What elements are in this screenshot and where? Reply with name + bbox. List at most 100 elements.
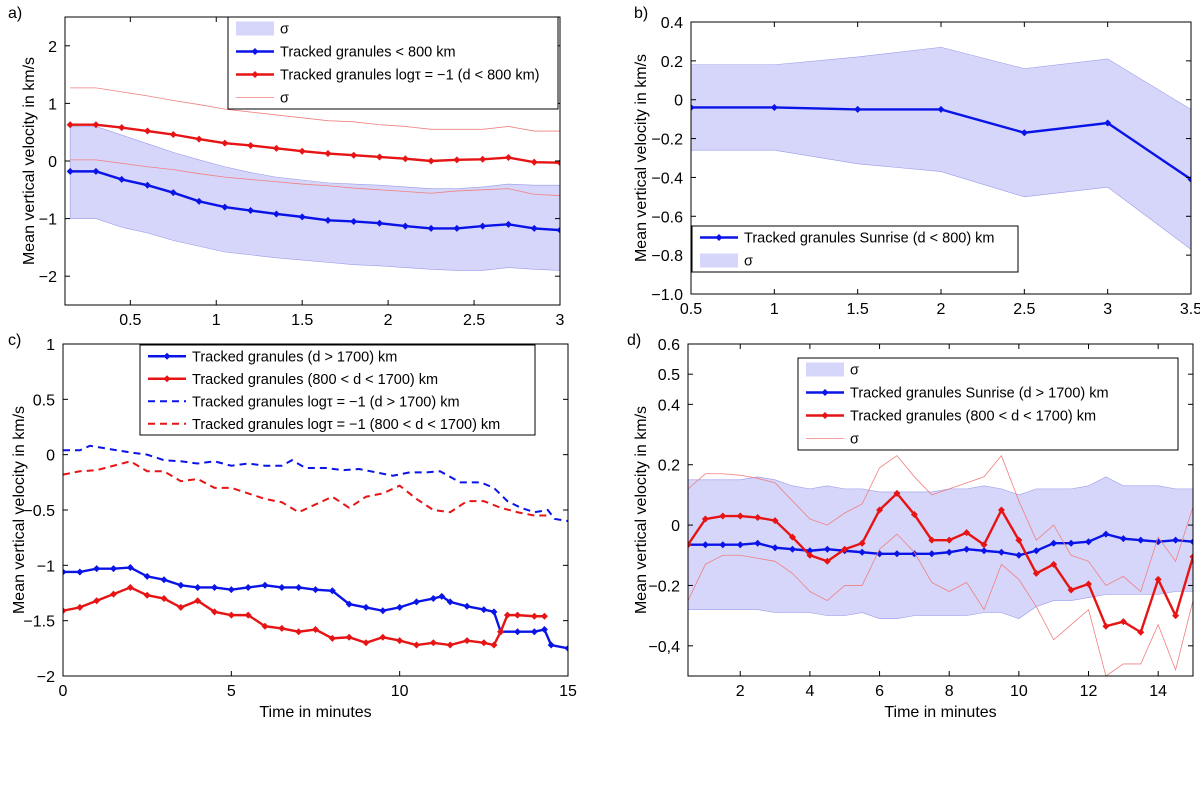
legend-marker bbox=[163, 352, 171, 360]
data-point bbox=[490, 641, 498, 649]
series-line bbox=[63, 586, 545, 647]
series-line bbox=[688, 532, 1193, 557]
legend: σ Tracked granules < 800 km Tracked granul… bbox=[227, 16, 559, 110]
data-point bbox=[278, 624, 286, 632]
legend-entry: Tracked granules logτ = −1 (d > 1700) km bbox=[192, 394, 460, 410]
data-point bbox=[413, 598, 420, 606]
data-point bbox=[144, 181, 151, 189]
data-point bbox=[1137, 536, 1145, 544]
legend-marker bbox=[821, 412, 829, 419]
data-point bbox=[945, 548, 953, 556]
x-tick-label: 4 bbox=[805, 683, 814, 700]
data-point bbox=[453, 156, 461, 164]
legend: Tracked granules (d > 1700) km Tracked gr… bbox=[139, 344, 536, 436]
x-tick-label: 2 bbox=[384, 312, 393, 329]
legend-entry: Tracked granules (d > 1700) km bbox=[192, 349, 397, 365]
data-point bbox=[312, 626, 319, 634]
legend-box bbox=[227, 16, 559, 110]
x-tick-label: 10 bbox=[391, 683, 409, 700]
y-tick-label: 0 bbox=[46, 448, 55, 465]
x-tick-label: 3.5 bbox=[1180, 301, 1200, 318]
data-point bbox=[754, 514, 762, 522]
data-point bbox=[514, 628, 521, 636]
data-point bbox=[480, 639, 488, 647]
data-point bbox=[92, 121, 100, 129]
data-point bbox=[564, 644, 568, 652]
data-point bbox=[771, 517, 779, 525]
x-tick-label: 0 bbox=[59, 683, 68, 700]
data-point bbox=[754, 539, 762, 547]
data-point bbox=[295, 583, 303, 591]
x-tick-label: 14 bbox=[1149, 683, 1167, 700]
data-point bbox=[272, 144, 280, 152]
plot-area bbox=[66, 87, 560, 271]
data-point bbox=[893, 489, 901, 497]
data-point bbox=[350, 151, 358, 159]
y-axis-label: Mean vertical velocity in km/s bbox=[11, 406, 28, 614]
data-point bbox=[66, 167, 74, 175]
data-point bbox=[227, 611, 235, 619]
data-point bbox=[396, 637, 404, 645]
x-tick-label: 0.5 bbox=[680, 301, 702, 318]
data-point bbox=[298, 147, 306, 155]
data-point bbox=[1172, 536, 1180, 544]
panel-c: 0 5 10 15 −2 −1.5 −1 −0.5 0 0.5 1 c) Mean vertical v… bbox=[8, 332, 577, 721]
data-point bbox=[540, 612, 548, 620]
series-line bbox=[70, 123, 560, 164]
y-axis-label: Mean vertical velocity in km/s bbox=[633, 54, 650, 262]
data-point bbox=[736, 512, 744, 520]
data-point bbox=[770, 103, 778, 111]
data-point bbox=[1085, 580, 1093, 588]
legend-entry: Tracked granules (800 < d < 1700) km bbox=[192, 372, 438, 388]
data-point bbox=[195, 135, 203, 143]
data-point bbox=[945, 536, 953, 544]
y-tick-label: 2 bbox=[48, 39, 57, 56]
data-point bbox=[1050, 560, 1058, 568]
data-point bbox=[345, 600, 353, 608]
data-point bbox=[928, 536, 936, 544]
data-point bbox=[194, 597, 202, 605]
data-point bbox=[429, 639, 437, 647]
y-axis-label: Mean vertical velocity in km/s bbox=[21, 57, 38, 265]
data-point bbox=[788, 533, 796, 541]
data-point bbox=[92, 167, 100, 175]
data-point bbox=[93, 565, 101, 573]
data-point bbox=[244, 611, 252, 619]
data-point bbox=[247, 141, 255, 149]
data-point bbox=[324, 150, 332, 158]
data-point bbox=[1015, 551, 1023, 559]
y-tick-label: 0 bbox=[48, 154, 57, 171]
data-point bbox=[530, 224, 538, 232]
data-point bbox=[160, 576, 168, 584]
x-tick-label: 10 bbox=[1010, 683, 1028, 700]
data-point bbox=[1015, 536, 1023, 544]
x-tick-label: 1.5 bbox=[847, 301, 869, 318]
data-point bbox=[823, 545, 831, 553]
data-point bbox=[66, 121, 74, 129]
data-point bbox=[858, 548, 866, 556]
data-point bbox=[463, 637, 471, 645]
data-point bbox=[247, 207, 255, 215]
data-point bbox=[719, 512, 727, 520]
y-tick-label: −2 bbox=[37, 669, 55, 686]
sigma-band bbox=[69, 126, 560, 271]
data-point bbox=[530, 158, 538, 166]
data-point bbox=[177, 603, 185, 611]
data-point bbox=[1085, 538, 1093, 546]
plot-area bbox=[691, 46, 1191, 250]
legend-marker bbox=[251, 71, 259, 78]
series-line bbox=[63, 566, 568, 650]
data-point bbox=[63, 568, 67, 576]
sigma-line bbox=[70, 159, 560, 196]
data-point bbox=[272, 210, 280, 218]
data-point bbox=[823, 557, 831, 565]
x-axis-label: Time in minutes bbox=[884, 704, 996, 721]
y-tick-label: 1 bbox=[48, 96, 57, 113]
data-point bbox=[93, 597, 101, 605]
data-point bbox=[480, 606, 488, 614]
series-line bbox=[70, 170, 560, 232]
x-tick-label: 2.5 bbox=[1013, 301, 1035, 318]
legend-marker bbox=[821, 389, 829, 396]
series-line-dashed bbox=[63, 460, 552, 517]
